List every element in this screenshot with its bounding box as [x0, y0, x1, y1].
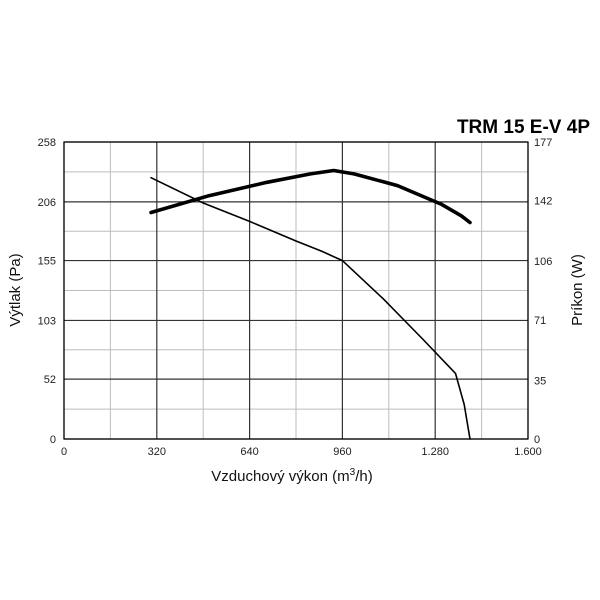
x-tick-label: 960 — [333, 446, 351, 458]
x-axis-title: Vzduchový výkon (m3/h) — [211, 467, 372, 485]
x-tick-label: 320 — [148, 446, 166, 458]
x-tick-label: 1.280 — [421, 446, 449, 458]
y-tick-label: 103 — [38, 315, 56, 327]
x-tick-labels: 0 320 640 960 1.280 1.600 — [61, 446, 542, 458]
grid-minor — [64, 142, 528, 439]
y-tick-label: 258 — [38, 137, 56, 149]
y2-tick-label: 0 — [534, 434, 540, 446]
chart-title: TRM 15 E-V 4P — [457, 117, 590, 138]
series-line-pressure — [150, 176, 471, 440]
y-tick-label: 52 — [44, 374, 56, 386]
y2-tick-label: 177 — [534, 137, 552, 149]
y-tick-label: 155 — [38, 256, 56, 268]
y2-tick-label: 142 — [534, 196, 552, 208]
y2-tick-label: 106 — [534, 256, 552, 268]
plot-frame — [63, 141, 529, 440]
y2-axis-title: Príkon (W) — [569, 254, 586, 326]
y-tick-label: 0 — [50, 434, 56, 446]
x-tick-label: 640 — [240, 446, 258, 458]
y-axis-title: Výtlak (Pa) — [7, 253, 24, 326]
y2-tick-labels: 0 35 71 106 142 177 — [534, 137, 552, 446]
y-tick-labels: 0 52 103 155 206 258 — [38, 137, 56, 446]
x-tick-label: 1.600 — [514, 446, 542, 458]
series-layer — [149, 168, 472, 440]
y-tick-label: 206 — [38, 197, 56, 209]
x-tick-label: 0 — [61, 446, 67, 458]
series-line-power — [149, 168, 472, 225]
y2-tick-label: 71 — [534, 315, 546, 327]
y2-tick-label: 35 — [534, 375, 546, 387]
